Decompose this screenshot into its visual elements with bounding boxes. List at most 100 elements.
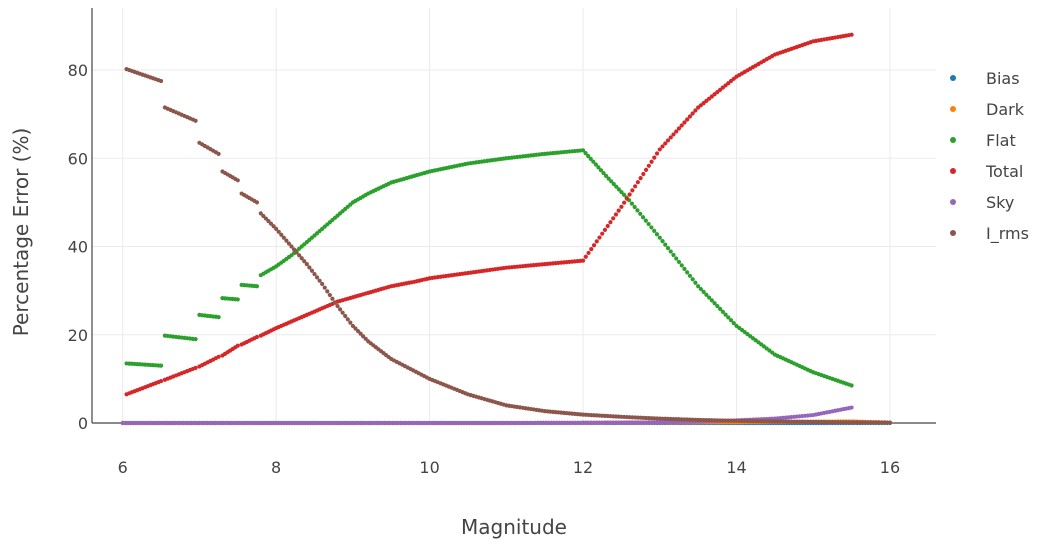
- data-point: [671, 252, 676, 258]
- x-tick-label: 14: [726, 458, 746, 477]
- legend-layer[interactable]: Bias Dark Flat Total Sky I_rms: [950, 69, 1029, 244]
- x-axis-title: Magnitude: [461, 515, 567, 539]
- y-tick-label: 60: [68, 149, 88, 168]
- legend-item[interactable]: Bias: [950, 69, 1020, 88]
- data-point: [621, 192, 627, 197]
- data-point: [254, 334, 260, 340]
- data-point: [627, 192, 632, 197]
- x-tick-label: 16: [880, 458, 900, 477]
- data-point: [731, 320, 736, 326]
- data-point: [679, 263, 684, 268]
- data-point: [302, 259, 307, 264]
- legend-item[interactable]: Dark: [950, 100, 1025, 119]
- data-point: [652, 155, 657, 160]
- data-point: [654, 151, 660, 156]
- data-point: [289, 244, 294, 249]
- data-point: [649, 225, 654, 230]
- data-point: [193, 118, 198, 123]
- data-point: [279, 232, 284, 237]
- data-point: [611, 216, 616, 221]
- data-point: [271, 224, 276, 229]
- data-point: [687, 273, 693, 278]
- data-point: [588, 156, 593, 161]
- data-point: [591, 243, 597, 248]
- data-point: [657, 235, 662, 240]
- data-point: [284, 238, 289, 243]
- data-point: [685, 117, 690, 122]
- data-point: [685, 270, 690, 275]
- data-point: [603, 173, 609, 178]
- legend-label: I_rms: [986, 224, 1029, 244]
- data-point: [345, 317, 350, 322]
- data-point: [330, 296, 335, 301]
- legend-marker: [950, 137, 956, 143]
- x-tick-label: 6: [118, 458, 128, 477]
- series-total: [124, 32, 854, 397]
- data-point: [646, 163, 651, 168]
- data-point: [350, 323, 355, 329]
- data-point: [322, 285, 327, 290]
- data-point: [663, 141, 668, 146]
- data-point: [671, 132, 676, 137]
- data-point: [652, 228, 657, 233]
- x-tick-label: 10: [419, 458, 439, 477]
- legend-item[interactable]: I_rms: [950, 224, 1029, 244]
- data-point: [254, 284, 260, 289]
- data-point: [693, 280, 698, 285]
- legend-item[interactable]: Sky: [950, 193, 1014, 212]
- legend-item[interactable]: Flat: [950, 131, 1016, 150]
- data-point: [258, 211, 263, 216]
- legend-label: Dark: [986, 100, 1025, 119]
- data-point: [619, 204, 624, 209]
- data-point: [286, 241, 292, 246]
- data-point: [614, 184, 619, 189]
- data-point: [630, 188, 635, 193]
- data-point: [665, 245, 671, 251]
- data-point: [586, 250, 591, 256]
- data-point: [682, 266, 687, 271]
- data-point: [613, 212, 619, 217]
- data-point: [707, 295, 712, 300]
- legend-label: Flat: [986, 131, 1016, 150]
- data-point: [325, 289, 330, 294]
- data-point: [596, 165, 601, 170]
- data-point: [583, 151, 588, 156]
- data-point: [263, 216, 269, 221]
- data-point: [294, 250, 299, 255]
- data-point: [312, 271, 317, 277]
- data-point: [663, 242, 668, 247]
- y-axis-title: Percentage Error (%): [9, 128, 33, 337]
- data-point: [314, 275, 320, 280]
- data-point: [589, 246, 594, 252]
- data-point: [643, 218, 648, 223]
- data-point: [348, 320, 353, 325]
- data-point: [594, 239, 599, 244]
- legend-item[interactable]: Total: [950, 162, 1023, 181]
- data-point: [332, 300, 338, 305]
- data-point: [704, 292, 709, 297]
- data-point: [307, 265, 312, 270]
- data-point: [580, 148, 586, 153]
- data-point: [624, 196, 630, 201]
- grid-layer: [92, 8, 936, 423]
- data-point: [304, 262, 309, 267]
- data-point: [608, 220, 613, 225]
- data-point: [340, 310, 345, 315]
- data-point: [598, 168, 604, 173]
- data-point: [593, 162, 598, 167]
- data-point: [622, 200, 627, 205]
- legend-label: Total: [985, 162, 1023, 181]
- data-point: [728, 318, 734, 323]
- data-point: [690, 111, 695, 116]
- data-point: [638, 176, 643, 181]
- data-point: [679, 123, 684, 128]
- y-tick-label: 40: [68, 238, 88, 257]
- legend-marker: [950, 199, 956, 205]
- data-point: [709, 298, 714, 303]
- data-point: [261, 213, 266, 219]
- data-point: [605, 223, 610, 229]
- data-point: [726, 315, 731, 320]
- data-point: [682, 120, 687, 125]
